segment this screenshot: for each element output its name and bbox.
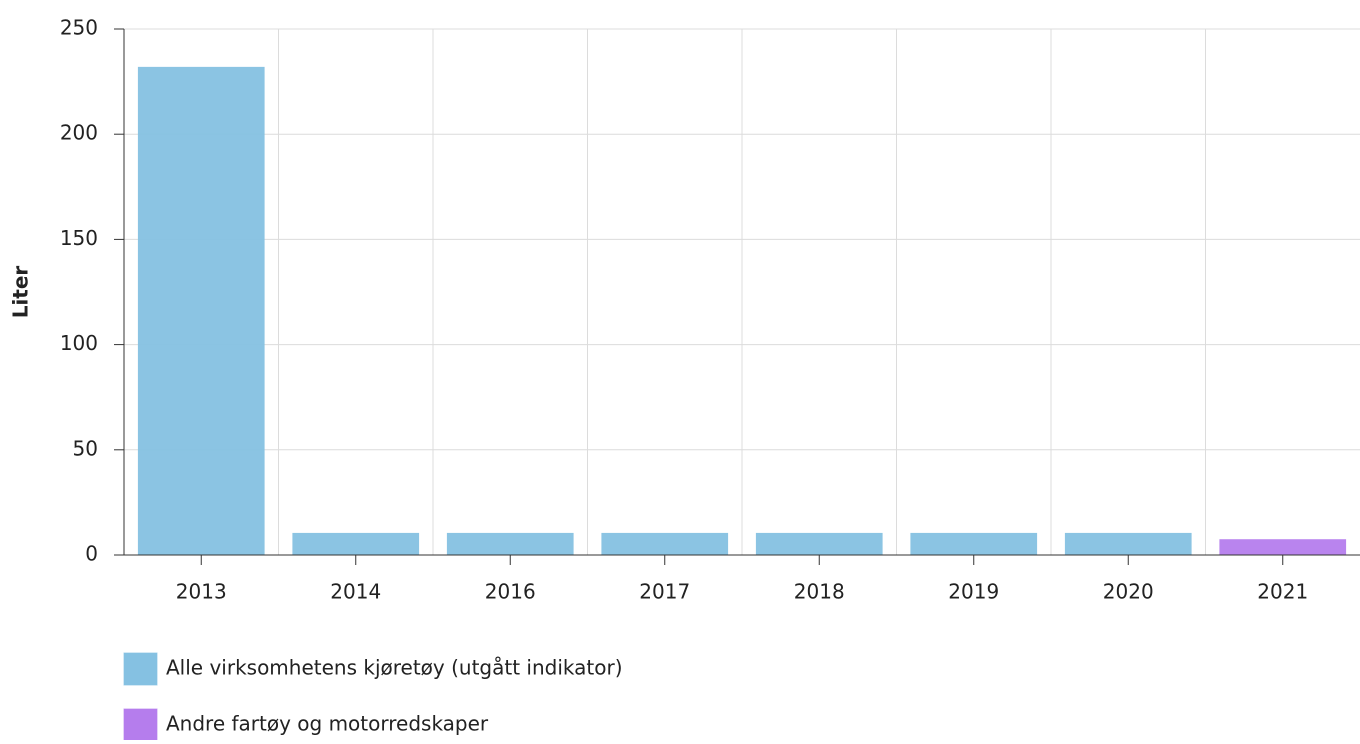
x-tick-label: 2021 xyxy=(1257,580,1308,604)
x-tick-label: 2016 xyxy=(485,580,536,604)
legend-swatch xyxy=(123,708,158,742)
x-tick-label: 2014 xyxy=(330,580,381,604)
legend-swatch xyxy=(123,652,158,686)
x-tick-label: 2018 xyxy=(794,580,845,604)
bar xyxy=(910,532,1038,555)
y-tick-label: 50 xyxy=(73,436,98,460)
y-tick-label: 0 xyxy=(85,542,98,566)
y-tick-label: 150 xyxy=(60,226,98,250)
bar xyxy=(601,532,729,555)
legend-label: Alle virksomhetens kjøretøy (utgått indi… xyxy=(166,656,623,680)
y-tick-label: 100 xyxy=(60,331,98,355)
bar xyxy=(137,66,265,555)
x-tick-label: 2020 xyxy=(1103,580,1154,604)
bar xyxy=(1064,532,1192,555)
x-tick-label: 2019 xyxy=(948,580,999,604)
legend-label: Andre fartøy og motorredskaper xyxy=(166,712,489,736)
y-tick-label: 200 xyxy=(60,121,98,145)
bar xyxy=(1219,539,1347,555)
x-tick-label: 2017 xyxy=(639,580,690,604)
x-tick-label: 2013 xyxy=(176,580,227,604)
y-axis-label: Liter xyxy=(9,266,33,319)
y-tick-label: 250 xyxy=(60,16,98,40)
bar xyxy=(755,532,883,555)
bar xyxy=(292,532,420,555)
bar xyxy=(446,532,574,555)
